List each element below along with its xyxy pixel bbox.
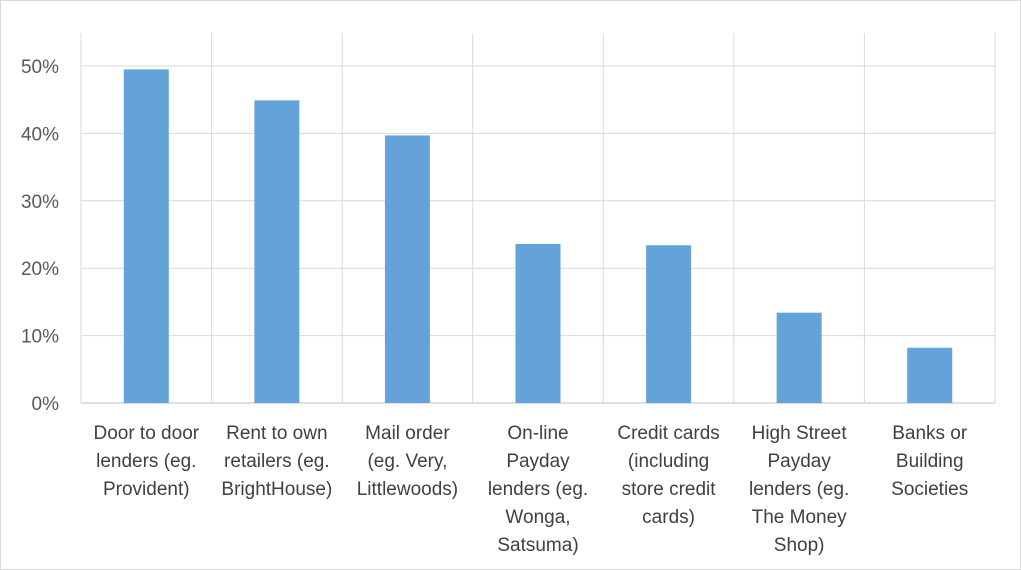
x-axis-categories: Door to door lenders (eg. Provident) Rent t… xyxy=(93,423,968,556)
x-category-label-line: lenders (eg. xyxy=(749,479,849,500)
bar xyxy=(384,135,430,403)
x-category-label-line: Payday xyxy=(767,451,831,472)
bar xyxy=(907,347,953,403)
bar xyxy=(646,245,692,403)
x-category-label: Credit cards (including store credit cards) xyxy=(617,423,719,528)
bars xyxy=(123,69,953,404)
x-category-label-line: Rent to own xyxy=(226,423,327,444)
x-category-label-line: Littlewoods) xyxy=(357,479,458,500)
x-category-label-line: Payday xyxy=(506,451,570,472)
gridlines xyxy=(80,33,996,404)
y-tick-label: 50% xyxy=(21,57,59,78)
y-tick-label: 30% xyxy=(21,192,59,213)
x-category-label-line: Mail order xyxy=(365,423,450,444)
x-category-label-line: Banks or xyxy=(892,423,968,444)
x-category-label-line: Wonga, xyxy=(505,507,570,528)
x-category-label-line: BrightHouse) xyxy=(221,479,332,500)
y-axis-ticks: 0% 10% 20% 30% 40% 50% xyxy=(21,57,59,415)
x-category-label: Rent to own retailers (eg. BrightHouse) xyxy=(221,423,332,500)
y-tick-label: 10% xyxy=(21,327,59,348)
x-category-label-line: Satsuma) xyxy=(497,535,578,556)
x-category-label-line: (eg. Very, xyxy=(367,451,447,472)
x-category-label: Door to door lenders (eg. Provident) xyxy=(93,423,199,500)
y-tick-label: 0% xyxy=(32,394,60,415)
bar xyxy=(254,100,300,404)
x-category-label-line: Societies xyxy=(891,479,968,500)
x-category-label-line: Provident) xyxy=(103,479,190,500)
x-category-label-line: The Money xyxy=(752,507,848,528)
x-category-label-line: lenders (eg. xyxy=(488,479,588,500)
x-category-label: High Street Payday lenders (eg. The Money Sh… xyxy=(749,423,849,556)
x-category-label-line: cards) xyxy=(642,507,695,528)
x-category-label-line: (including xyxy=(628,451,709,472)
x-category-label-line: Building xyxy=(896,451,964,472)
x-category-label: Mail order (eg. Very, Littlewoods) xyxy=(357,423,458,500)
x-category-label-line: retailers (eg. xyxy=(224,451,330,472)
x-category-label-line: Credit cards xyxy=(617,423,719,444)
x-category-label: On-line Payday lenders (eg. Wonga, Satsuma) xyxy=(488,423,588,556)
x-category-label-line: High Street xyxy=(752,423,848,444)
x-category-label-line: lenders (eg. xyxy=(96,451,196,472)
y-tick-label: 40% xyxy=(21,124,59,145)
bar xyxy=(515,243,561,403)
x-category-label-line: store credit xyxy=(622,479,717,500)
x-category-label-line: Shop) xyxy=(774,535,825,556)
x-category-label: Banks or Building Societies xyxy=(891,423,968,500)
y-tick-label: 20% xyxy=(21,259,59,280)
bar xyxy=(123,69,169,404)
x-category-label-line: On-line xyxy=(507,423,568,444)
x-category-label-line: Door to door xyxy=(93,423,199,444)
bar xyxy=(776,312,822,403)
